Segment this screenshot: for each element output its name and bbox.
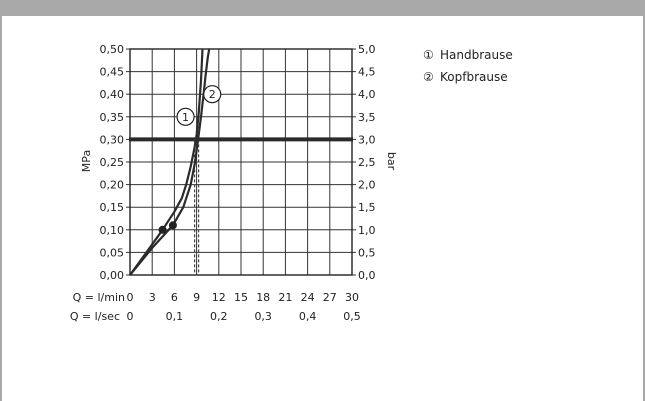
y-right-tick-label: 2,0 — [358, 179, 376, 192]
x-row1-axis-label: Q = l/min — [73, 291, 125, 304]
y-left-tick-label: 0,15 — [100, 201, 125, 214]
x-row2-tick-label: 0,4 — [299, 310, 317, 323]
x-row1-tick-label: 6 — [171, 291, 178, 304]
y-right-tick-label: 4,0 — [358, 88, 376, 101]
y-left-tick-label: 0,45 — [100, 66, 125, 79]
y-right-tick-label: 3,0 — [358, 133, 376, 146]
y-left-tick-label: 0,30 — [100, 133, 125, 146]
x-row1-tick-label: 27 — [323, 291, 337, 304]
x-row1-tick-label: 21 — [278, 291, 292, 304]
curve-marker-label-2: 2 — [209, 88, 216, 101]
plot-grid — [129, 48, 353, 276]
title-bar — [0, 0, 645, 16]
legend-label-handbrause: Handbrause — [440, 48, 513, 62]
plot-frame — [129, 48, 353, 276]
y-left-tick-label: 0,35 — [100, 111, 125, 124]
curve-marker-label-1: 1 — [182, 111, 189, 124]
y-left-tick-label: 0,10 — [100, 224, 125, 237]
y-right-tick-label: 0,5 — [358, 246, 376, 259]
x-row1-tick-label: 15 — [234, 291, 248, 304]
series-line-1 — [129, 48, 204, 276]
plot-axes — [126, 48, 356, 276]
legend-symbol-1: ① — [423, 48, 434, 62]
legend-label-kopfbrause: Kopfbrause — [440, 70, 508, 84]
panel-right-border — [643, 16, 645, 401]
x-row1-tick-label: 24 — [301, 291, 315, 304]
y-left-tick-label: 0,00 — [100, 269, 125, 282]
y-left-tick-label: 0,25 — [100, 156, 125, 169]
x-row1-tick-label: 12 — [212, 291, 226, 304]
axis-labels: 0,00 0,00,05 0,50,10 1,00,15 1,50,20 2,00,25 2… — [100, 43, 376, 323]
y-left-tick-label: 0,40 — [100, 88, 125, 101]
series-point-1 — [158, 225, 167, 234]
plot-curves: 12 — [129, 48, 353, 276]
y-left-axis-label: MPa — [80, 150, 93, 172]
x-row2-axis-label: Q = l/sec — [70, 310, 120, 323]
x-row1-tick-label: 30 — [345, 291, 359, 304]
x-row1-tick-label: 3 — [149, 291, 156, 304]
x-row2-tick-label: 0,2 — [210, 310, 228, 323]
legend: ① Handbrause ② Kopfbrause — [423, 48, 513, 84]
x-row1-tick-label: 18 — [256, 291, 270, 304]
x-row2-tick-label: 0,1 — [166, 310, 184, 323]
x-row2-tick-label: 0,5 — [343, 310, 361, 323]
y-right-tick-label: 3,5 — [358, 111, 376, 124]
x-row2-tick-label: 0,3 — [254, 310, 272, 323]
y-right-tick-label: 4,5 — [358, 66, 376, 79]
series-line-2 — [129, 48, 211, 276]
y-right-tick-label: 1,5 — [358, 201, 376, 214]
x-row2-tick-label: 0 — [127, 310, 134, 323]
y-left-tick-label: 0,50 — [100, 43, 125, 56]
x-row1-tick-label: 9 — [193, 291, 200, 304]
series-point-2 — [168, 221, 177, 230]
curve-marker-circle-2 — [203, 85, 222, 104]
y-right-tick-label: 1,0 — [358, 224, 376, 237]
y-left-tick-label: 0,05 — [100, 246, 125, 259]
curve-marker-circle-1 — [176, 107, 195, 126]
y-left-tick-label: 0,20 — [100, 179, 125, 192]
y-right-axis-label: bar — [385, 152, 398, 171]
y-right-tick-label: 5,0 — [358, 43, 376, 56]
y-right-tick-label: 0,0 — [358, 269, 376, 282]
x-row1-tick-label: 0 — [127, 291, 134, 304]
panel-left-border — [0, 16, 2, 401]
legend-symbol-2: ② — [423, 70, 434, 84]
y-right-tick-label: 2,5 — [358, 156, 376, 169]
